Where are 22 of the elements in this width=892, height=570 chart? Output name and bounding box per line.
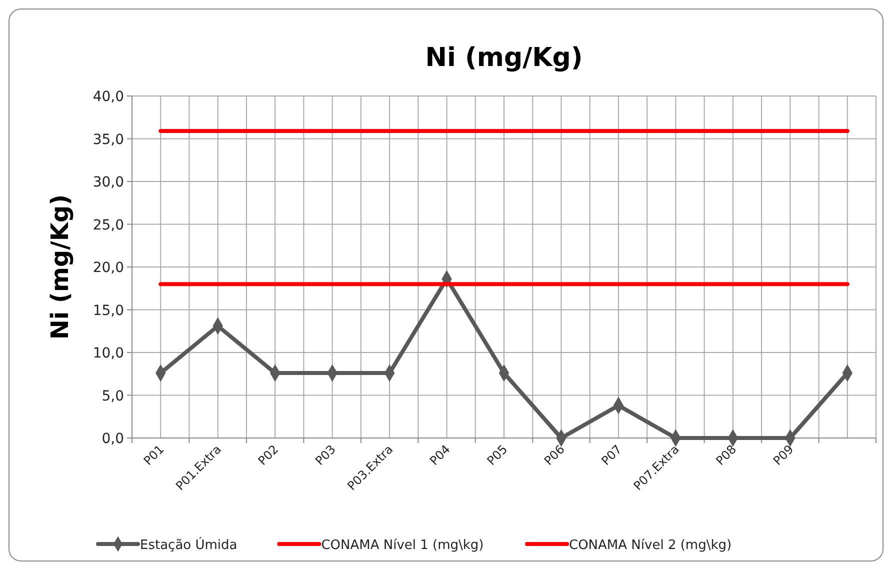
x-tick-label: P08 bbox=[713, 442, 740, 468]
y-axis-title: Ni (mg/Kg) bbox=[46, 194, 74, 340]
y-tick-label: 25,0 bbox=[92, 217, 124, 234]
x-tick-label: P03 bbox=[312, 442, 338, 468]
y-tick-label: 5,0 bbox=[102, 388, 124, 404]
chart-title: Ni (mg/Kg) bbox=[425, 43, 583, 73]
legend-label: CONAMA Nível 2 (mg\kg) bbox=[569, 538, 732, 553]
x-tick-label: P04 bbox=[427, 442, 453, 468]
x-tick-label: P01 bbox=[140, 442, 167, 468]
legend-label: Estação Úmida bbox=[140, 536, 238, 553]
y-tick-label: 40,0 bbox=[92, 89, 124, 105]
legend-label: CONAMA Nível 1 (mg\kg) bbox=[321, 538, 484, 553]
y-tick-label: 35,0 bbox=[92, 132, 124, 148]
y-tick-label: 20,0 bbox=[92, 260, 124, 276]
y-tick-label: 30,0 bbox=[92, 174, 124, 190]
x-tick-label: P09 bbox=[770, 442, 796, 468]
x-tick-label: P05 bbox=[484, 442, 510, 468]
x-tick-label: P02 bbox=[255, 442, 282, 468]
x-tick-label: P06 bbox=[542, 442, 568, 468]
y-tick-label: 10,0 bbox=[92, 346, 124, 362]
y-tick-label: 15,0 bbox=[92, 302, 124, 319]
y-tick-label: 0,0 bbox=[102, 431, 124, 447]
